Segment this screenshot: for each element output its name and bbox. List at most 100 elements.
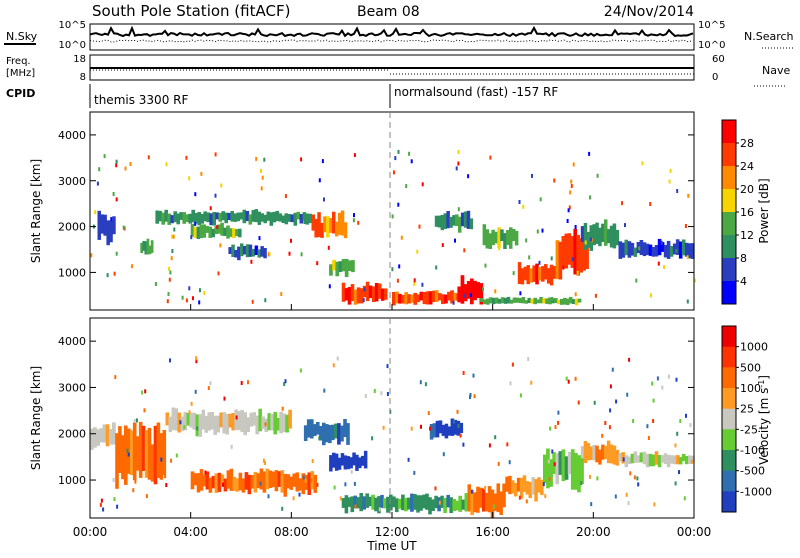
heatmap-cell [269, 212, 274, 226]
heatmap-speck [413, 278, 416, 283]
heatmap-band [140, 238, 154, 255]
heatmap-cell [380, 288, 385, 301]
heatmap-speck [281, 506, 284, 511]
power-frame [89, 111, 695, 311]
heatmap-speck [416, 249, 419, 254]
heatmap-speck [519, 393, 522, 398]
colorbar-swatch [722, 491, 736, 513]
heatmap-cell [171, 407, 176, 430]
heatmap-speck [653, 502, 656, 507]
heatmap-cell [374, 283, 379, 302]
freq-tick-top: 18 [73, 54, 86, 65]
heatmap-cell [678, 456, 683, 465]
heatmap-speck [686, 299, 689, 304]
heatmap-cell [337, 212, 342, 235]
heatmap-cell [96, 429, 100, 446]
heatmap-cell [224, 212, 228, 224]
heatmap-speck [456, 409, 459, 414]
heatmap-cell [305, 213, 310, 225]
heatmap-speck [100, 498, 103, 503]
heatmap-cell [356, 287, 361, 304]
heatmap-speck [542, 482, 545, 487]
heatmap-cell [278, 213, 283, 222]
heatmap-cell [307, 472, 312, 495]
heatmap-cell [666, 454, 671, 468]
heatmap-speck [553, 178, 556, 183]
heatmap-cell [526, 265, 530, 285]
heatmap-cell [191, 209, 195, 223]
heatmap-cell [257, 249, 261, 258]
heatmap-cell [494, 231, 498, 244]
heatmap-cell [446, 494, 450, 508]
heatmap-cell [520, 268, 525, 285]
heatmap-speck [400, 235, 403, 240]
heatmap-cell [361, 455, 365, 466]
heatmap-cell [491, 229, 495, 246]
heatmap-cell [533, 297, 537, 305]
heatmap-cell [432, 423, 437, 438]
heatmap-cell [97, 210, 101, 240]
heatmap-cell [576, 235, 580, 276]
heatmap-speck [332, 363, 335, 368]
heatmap-cell [485, 229, 489, 249]
heatmap-cell [589, 446, 593, 460]
heatmap-cell [449, 497, 453, 513]
heatmap-speck [303, 220, 306, 224]
heatmap-cell [102, 424, 107, 443]
heatmap-cell [446, 211, 450, 229]
heatmap-speck [364, 393, 367, 398]
heatmap-speck [259, 481, 262, 486]
heatmap-speck [651, 381, 654, 386]
heatmap-speck [569, 190, 572, 195]
heatmap-cell [368, 496, 372, 507]
heatmap-cell [463, 211, 468, 228]
freq-label-1: Freq. [6, 56, 31, 67]
heatmap-band [392, 493, 469, 515]
heatmap-speck [136, 418, 138, 423]
colorbar-swatch [722, 258, 736, 282]
heatmap-cell [601, 444, 605, 460]
heatmap-cell [660, 455, 665, 463]
colorbar-tick-label: 16 [740, 206, 754, 219]
heatmap-speck [482, 287, 484, 292]
colorbar-tick-label: -100 [740, 444, 765, 457]
heatmap-band [329, 258, 355, 277]
heatmap-cell [458, 495, 462, 512]
heatmap-cell [144, 430, 149, 478]
heatmap-speck [652, 398, 655, 403]
heatmap-cell [435, 420, 440, 438]
heatmap-speck [260, 169, 262, 173]
heatmap-cell [332, 211, 336, 234]
heatmap-speck [629, 471, 632, 476]
heatmap-cell [186, 412, 191, 426]
heatmap-speck [470, 489, 473, 494]
heatmap-speck [160, 457, 163, 462]
heatmap-cell [337, 423, 341, 445]
heatmap-cell [496, 483, 500, 513]
heatmap-speck [527, 357, 530, 361]
heatmap-cell [567, 233, 572, 265]
heatmap-speck [562, 265, 565, 270]
heatmap-cell [479, 487, 483, 508]
heatmap-cell [443, 497, 447, 513]
heatmap-cell [621, 242, 626, 258]
heatmap-speck [194, 192, 197, 197]
heatmap-cell [549, 459, 553, 487]
heatmap-speck [512, 271, 515, 276]
heatmap-band [165, 407, 292, 437]
heatmap-cell [329, 455, 333, 472]
heatmap-cell [326, 216, 330, 238]
heatmap-cell [469, 218, 474, 230]
heatmap-cell [250, 475, 255, 489]
heatmap-cell [524, 300, 529, 304]
heatmap-cell [165, 412, 170, 426]
heatmap-cell [252, 412, 256, 426]
heatmap-speck [574, 376, 577, 381]
heatmap-cell [238, 472, 243, 491]
heatmap-cell [434, 215, 439, 227]
heatmap-cell [220, 474, 225, 487]
heatmap-speck [214, 193, 217, 198]
heatmap-speck [165, 483, 168, 487]
colorbar-tick-label: 8 [740, 252, 747, 265]
heatmap-speck [636, 476, 639, 481]
